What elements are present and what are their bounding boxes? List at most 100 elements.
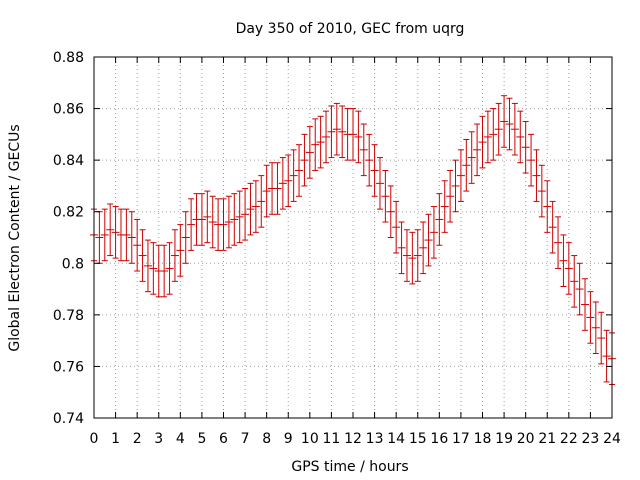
- data-point: [451, 159, 460, 213]
- gec-series: [90, 95, 616, 385]
- data-point: [160, 244, 169, 298]
- data-point: [386, 185, 395, 238]
- data-point: [429, 206, 438, 259]
- x-tick-label: 14: [387, 431, 405, 447]
- data-point: [424, 213, 433, 267]
- data-point: [440, 180, 449, 233]
- data-point: [516, 110, 525, 164]
- data-point: [170, 229, 179, 282]
- data-point: [467, 131, 476, 184]
- data-point: [300, 133, 309, 187]
- data-point: [500, 95, 509, 148]
- x-tick-label: 20: [517, 431, 535, 447]
- data-point: [138, 229, 147, 282]
- data-point: [322, 110, 331, 164]
- data-point: [591, 301, 600, 355]
- data-point: [548, 200, 557, 254]
- x-tick-label: 5: [197, 431, 206, 447]
- data-point: [111, 206, 120, 259]
- data-point: [122, 208, 131, 262]
- y-tick-label: 0.76: [53, 359, 84, 375]
- x-tick-label: 0: [90, 431, 99, 447]
- data-point: [435, 193, 444, 246]
- data-point: [397, 221, 406, 275]
- data-point: [289, 149, 298, 202]
- y-tick-label: 0.86: [53, 102, 84, 118]
- data-point: [332, 102, 341, 156]
- data-point: [284, 154, 293, 208]
- chart-title: Day 350 of 2010, GEC from uqrg: [236, 21, 465, 37]
- data-point: [419, 221, 428, 275]
- data-point: [95, 211, 104, 264]
- x-tick-label: 17: [452, 431, 470, 447]
- data-point: [462, 139, 471, 192]
- x-tick-label: 15: [409, 431, 427, 447]
- data-point: [456, 149, 465, 202]
- x-tick-label: 12: [344, 431, 362, 447]
- data-point: [311, 118, 320, 171]
- x-tick-label: 6: [219, 431, 228, 447]
- data-point: [570, 255, 579, 308]
- data-point: [143, 239, 152, 293]
- y-tick-label: 0.84: [53, 153, 84, 169]
- data-point: [381, 169, 390, 223]
- data-point: [295, 144, 304, 197]
- data-point: [197, 193, 206, 246]
- data-point: [543, 180, 552, 233]
- data-point: [208, 195, 217, 249]
- data-point: [257, 175, 266, 228]
- data-point: [235, 190, 244, 244]
- data-point: [262, 164, 271, 218]
- x-tick-label: 16: [430, 431, 448, 447]
- y-axis-label: Global Electron Content / GECUs: [7, 124, 23, 351]
- data-point: [187, 198, 196, 251]
- data-point: [100, 208, 109, 262]
- y-tick-label: 0.88: [53, 50, 84, 66]
- x-tick-label: 24: [603, 431, 621, 447]
- data-point: [602, 329, 611, 383]
- data-point: [106, 203, 115, 257]
- data-point: [365, 133, 374, 187]
- data-point: [241, 188, 250, 241]
- x-tick-label: 23: [582, 431, 600, 447]
- data-point: [478, 115, 487, 169]
- data-point: [559, 234, 568, 287]
- x-tick-label: 7: [241, 431, 250, 447]
- data-point: [489, 108, 498, 161]
- data-point: [527, 133, 536, 187]
- data-point: [273, 162, 282, 215]
- data-point: [402, 229, 411, 282]
- data-point: [246, 182, 255, 236]
- data-point: [165, 242, 174, 295]
- data-point: [354, 110, 363, 164]
- data-point: [127, 211, 136, 264]
- y-tick-label: 0.78: [53, 308, 84, 324]
- x-tick-label: 13: [366, 431, 384, 447]
- x-tick-label: 3: [154, 431, 163, 447]
- data-point: [370, 144, 379, 197]
- data-point: [597, 311, 606, 365]
- y-tick-label: 0.74: [53, 411, 84, 427]
- data-point: [181, 211, 190, 264]
- ticks: 0 1 2 3 4 5 6 7 8 9 10 11 12 13 14 15 16 17 18 19 20 21 22 23 24…: [53, 50, 621, 447]
- x-tick-label: 21: [538, 431, 556, 447]
- data-point: [554, 216, 563, 269]
- data-point: [532, 149, 541, 202]
- data-point: [575, 262, 584, 316]
- data-point: [278, 157, 287, 210]
- data-point: [327, 105, 336, 159]
- data-point: [537, 164, 546, 218]
- data-point: [133, 218, 142, 272]
- data-point: [359, 123, 368, 177]
- x-tick-label: 8: [262, 431, 271, 447]
- x-tick-label: 4: [176, 431, 185, 447]
- x-tick-label: 10: [301, 431, 319, 447]
- data-point: [581, 278, 590, 331]
- x-tick-label: 9: [284, 431, 293, 447]
- data-point: [413, 229, 422, 282]
- data-point: [483, 110, 492, 164]
- x-tick-label: 1: [111, 431, 120, 447]
- data-point: [203, 190, 212, 244]
- data-point: [494, 102, 503, 156]
